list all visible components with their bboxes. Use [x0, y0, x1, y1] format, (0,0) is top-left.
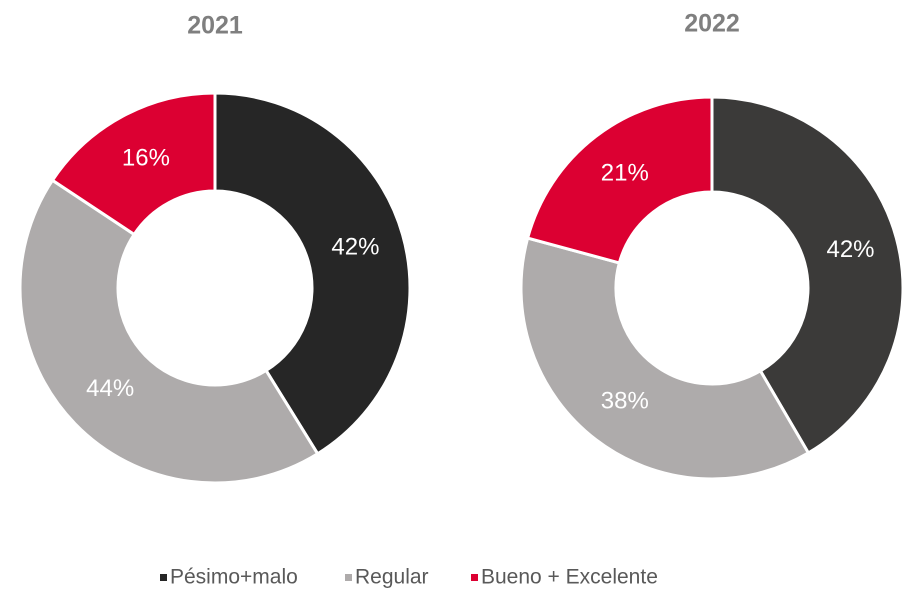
data-label: 38% — [601, 387, 649, 414]
legend-label: Regular — [355, 566, 429, 589]
donut-slice — [525, 95, 714, 265]
data-label: 42% — [331, 233, 379, 260]
legend-label: Bueno + Excelente — [481, 566, 658, 589]
legend-marker — [160, 574, 167, 581]
data-label: 21% — [601, 159, 649, 186]
donut-slice — [519, 236, 811, 481]
legend-marker — [345, 574, 352, 581]
donut-slice — [213, 91, 412, 456]
data-label: 44% — [86, 375, 134, 402]
legend-marker — [471, 574, 478, 581]
donut-slice — [18, 178, 320, 485]
data-label: 42% — [826, 236, 874, 263]
donut-slice — [710, 95, 905, 455]
chart-title: 2022 — [684, 10, 740, 38]
donut-slice — [50, 91, 217, 237]
legend-label: Pésimo+malo — [170, 566, 298, 589]
chart-title: 2021 — [187, 12, 243, 40]
data-label: 16% — [122, 145, 170, 172]
